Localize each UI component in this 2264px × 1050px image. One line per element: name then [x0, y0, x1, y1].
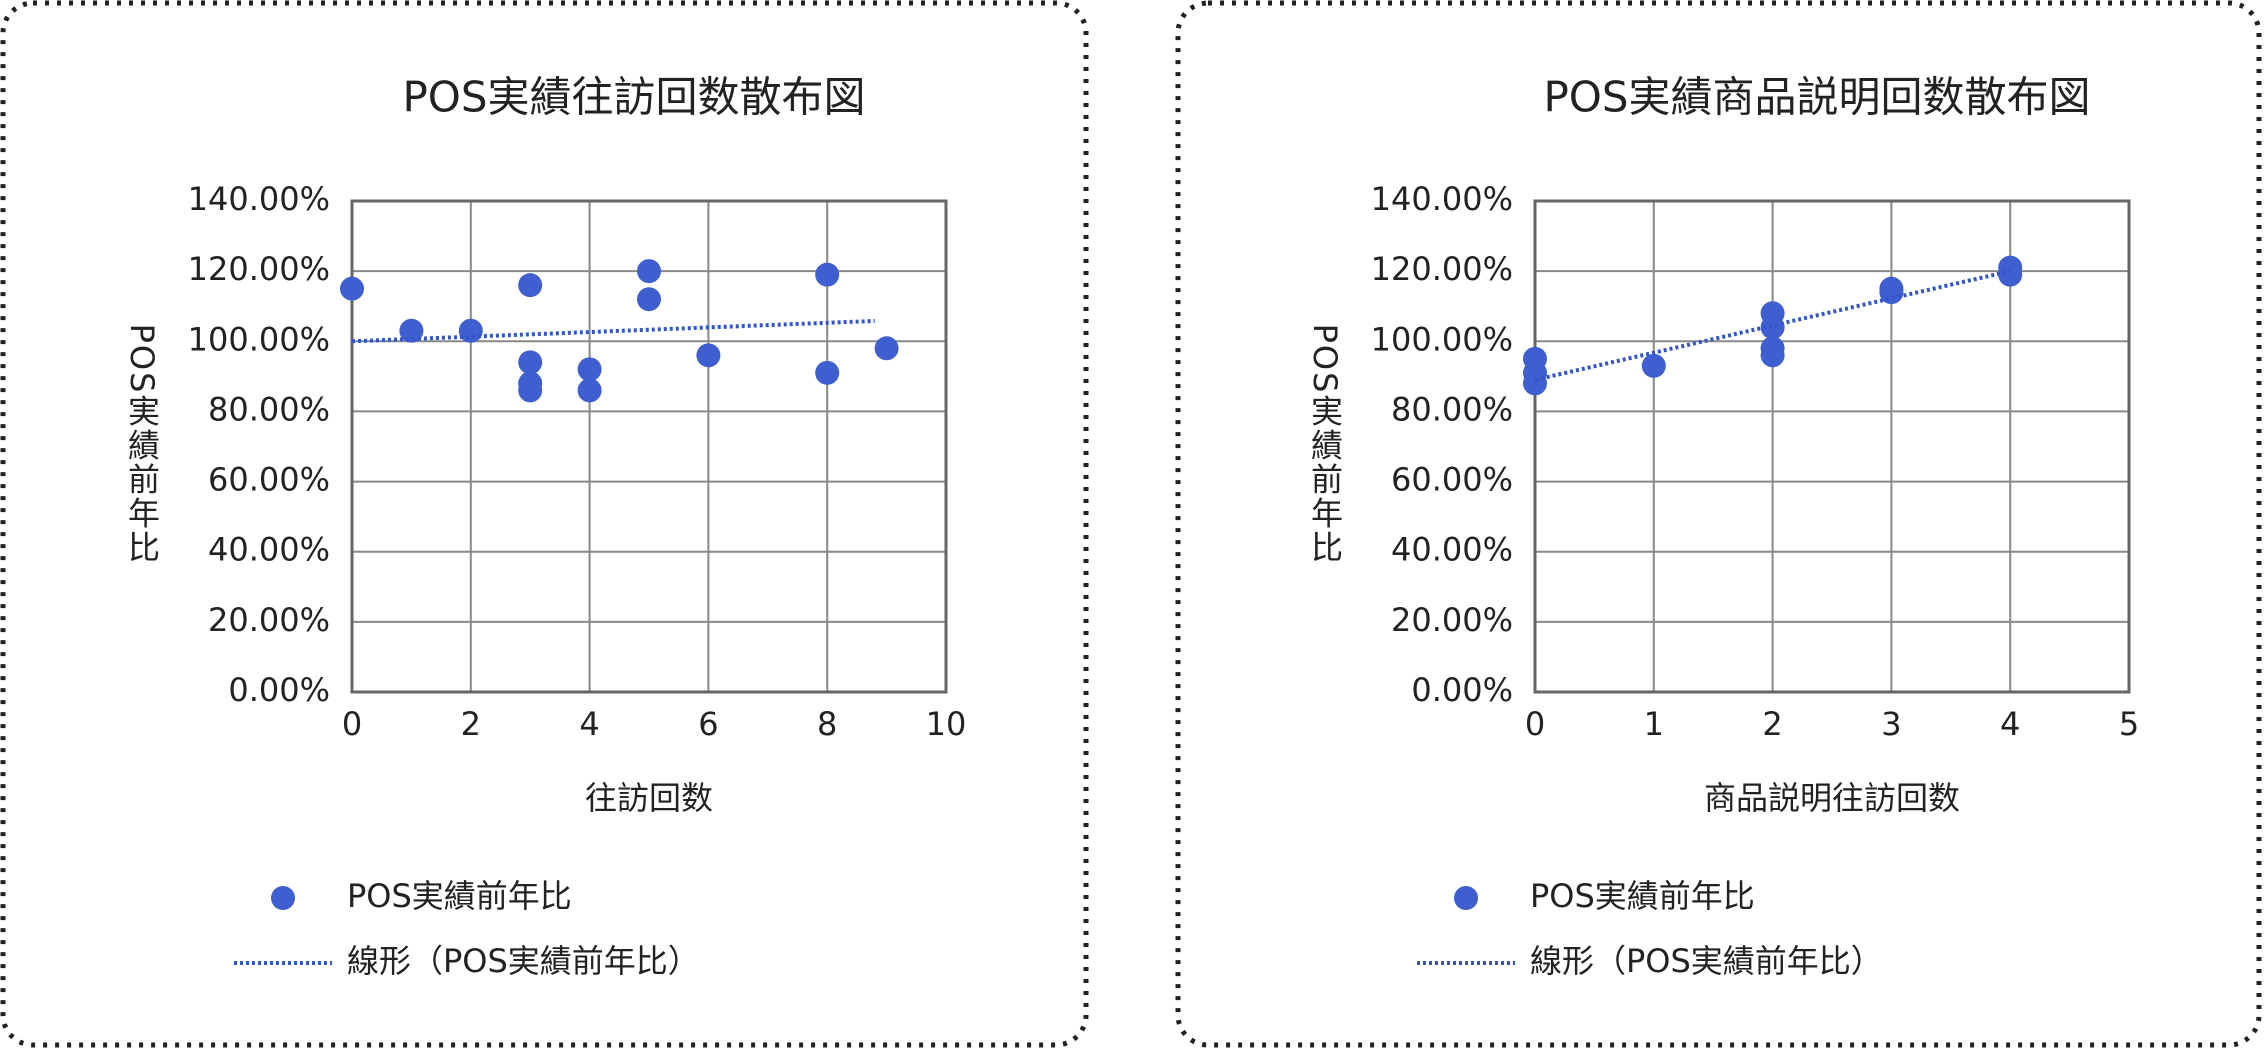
panel-border	[1175, 0, 2262, 1048]
y-tick-label: 80.00%	[208, 390, 330, 428]
legend-label: POS実績前年比	[347, 877, 572, 915]
y-tick-label: 140.00%	[188, 180, 330, 218]
data-point	[518, 350, 543, 375]
y-tick-label: 60.00%	[208, 461, 330, 499]
x-tick-label: 0	[1525, 705, 1545, 743]
x-tick-label: 1	[1644, 705, 1664, 743]
legend-label: 線形（POS実績前年比）	[1530, 942, 1883, 980]
y-axis-title: POS実績前年比	[1306, 324, 1344, 565]
x-tick-label: 2	[1762, 705, 1782, 743]
x-tick-label: 8	[817, 705, 837, 743]
x-tick-label: 10	[926, 705, 967, 743]
data-point	[518, 378, 543, 403]
data-point	[1760, 315, 1785, 340]
data-point	[1760, 343, 1785, 368]
data-point	[815, 360, 840, 385]
y-axis-title: POS実績前年比	[123, 324, 161, 565]
chart-title: POS実績往訪回数散布図	[402, 73, 865, 122]
y-tick-label: 140.00%	[1371, 180, 1513, 218]
x-axis-title: 商品説明往訪回数	[1704, 779, 1960, 817]
y-tick-label: 100.00%	[1371, 320, 1513, 358]
data-point	[1641, 353, 1666, 378]
y-tick-label: 20.00%	[208, 601, 330, 639]
data-point	[577, 357, 602, 382]
legend-label: 線形（POS実績前年比）	[347, 942, 700, 980]
trendline	[351, 318, 875, 344]
x-tick-label: 2	[461, 705, 481, 743]
panel-border	[0, 0, 1089, 1048]
data-point	[1523, 371, 1547, 396]
data-point	[696, 343, 721, 368]
y-tick-label: 120.00%	[188, 250, 330, 288]
x-tick-label: 4	[2000, 705, 2020, 743]
legend-marker	[271, 886, 295, 910]
y-tick-label: 120.00%	[1371, 250, 1513, 288]
x-tick-label: 5	[2119, 705, 2139, 743]
data-point	[340, 276, 364, 301]
plot-frame	[1533, 199, 2131, 694]
data-point	[1879, 280, 1904, 305]
plot-frame	[350, 199, 948, 694]
x-tick-label: 3	[1881, 705, 1901, 743]
legend-marker	[1454, 886, 1478, 910]
data-point	[874, 336, 899, 361]
y-tick-label: 20.00%	[1391, 601, 1513, 639]
y-tick-label: 0.00%	[1411, 671, 1513, 709]
x-tick-label: 0	[342, 705, 362, 743]
chart-title: POS実績商品説明回数散布図	[1543, 73, 2090, 122]
x-axis-title: 往訪回数	[585, 779, 713, 817]
legend-label: POS実績前年比	[1530, 877, 1755, 915]
data-point	[458, 318, 483, 343]
y-tick-label: 60.00%	[1391, 461, 1513, 499]
x-tick-label: 4	[579, 705, 599, 743]
y-tick-label: 100.00%	[188, 320, 330, 358]
y-tick-label: 80.00%	[1391, 390, 1513, 428]
data-point	[1998, 262, 2023, 287]
y-tick-label: 40.00%	[208, 531, 330, 569]
data-point	[399, 318, 424, 343]
data-point	[815, 262, 840, 287]
y-tick-label: 0.00%	[228, 671, 330, 709]
data-point	[577, 378, 602, 403]
data-point	[518, 273, 543, 298]
y-tick-label: 40.00%	[1391, 531, 1513, 569]
data-point	[637, 259, 661, 284]
x-tick-label: 6	[698, 705, 718, 743]
data-point	[637, 287, 661, 312]
